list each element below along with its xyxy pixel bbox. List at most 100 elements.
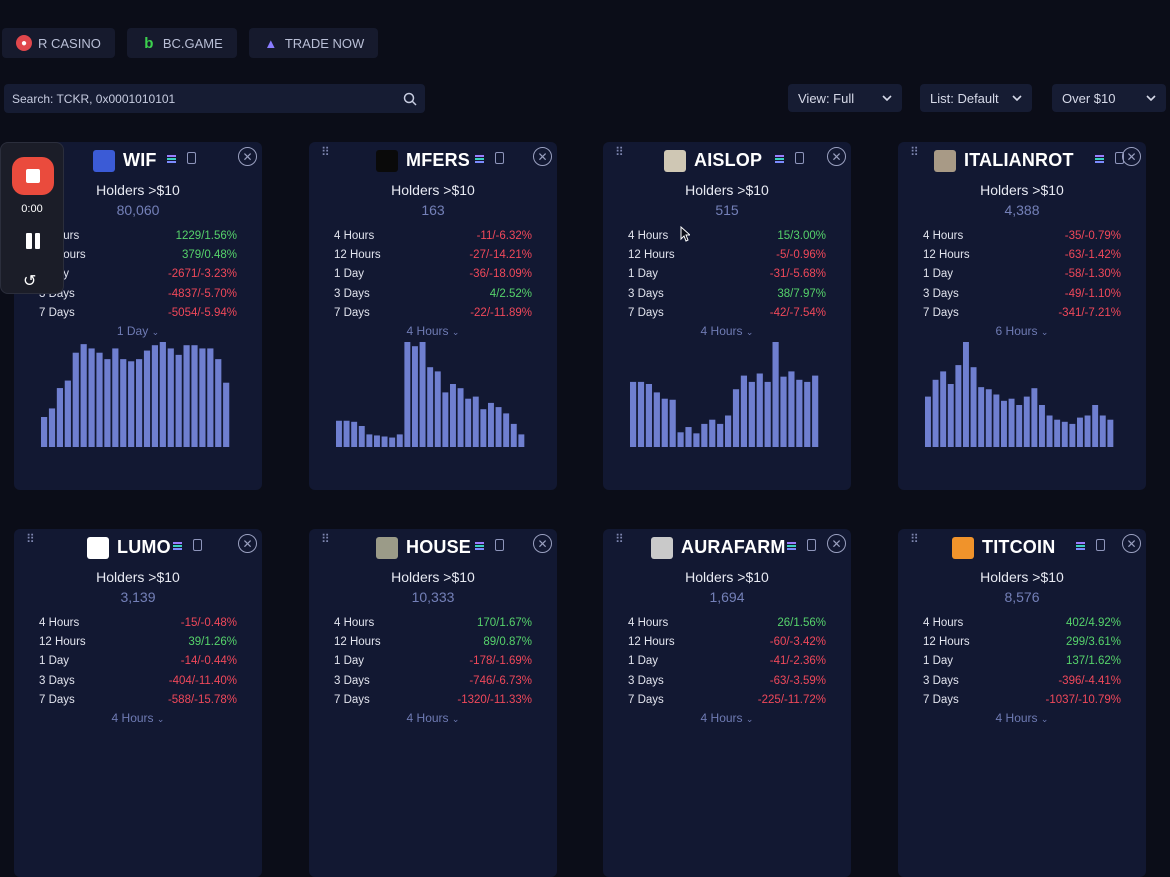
token-name[interactable]: ITALIANROT [964, 150, 1074, 170]
drag-handle-icon[interactable]: ⠿ [615, 145, 625, 159]
holder-change-table: 4 Hours 402/4.92% 12 Hours 299/3.61% 1 D… [923, 613, 1121, 709]
copy-icon[interactable] [1095, 539, 1105, 551]
chart-bar [1054, 419, 1061, 447]
nav-link-bcgame[interactable]: b BC.GAME [126, 28, 237, 58]
drag-handle-icon[interactable]: ⠿ [321, 532, 331, 546]
view-dropdown[interactable]: View: Full [788, 84, 902, 112]
token-name[interactable]: TITCOIN [982, 537, 1056, 557]
stat-row: 3 Days -396/-4.41% [923, 671, 1121, 690]
chart-bar [1084, 415, 1091, 447]
drag-handle-icon[interactable]: ⠿ [910, 532, 920, 546]
bcgame-icon: b [144, 34, 154, 52]
restart-icon[interactable]: ↺ [23, 273, 37, 290]
search-icon[interactable] [403, 92, 417, 106]
drag-handle-icon[interactable]: ⠿ [910, 145, 920, 159]
drag-handle-icon[interactable]: ⠿ [615, 532, 625, 546]
copy-icon[interactable] [494, 152, 504, 164]
copy-icon[interactable] [807, 539, 816, 551]
pause-icon[interactable] [26, 233, 40, 249]
stop-record-button[interactable] [12, 157, 54, 195]
search-input[interactable] [12, 91, 403, 106]
chevron-down-icon: ⌄ [745, 327, 754, 337]
top-nav: ● R CASINO b BC.GAME ▲ TRADE NOW [0, 28, 379, 60]
stat-change: 89/0.87% [483, 635, 532, 648]
stat-row: 12 Hours 39/1.26% [39, 632, 237, 651]
chart-bar [804, 381, 811, 447]
token-name[interactable]: AISLOP [694, 150, 763, 170]
chart-bar [389, 437, 396, 447]
holders-label: Holders >$10 [685, 182, 769, 198]
stat-change: 299/3.61% [1066, 635, 1121, 648]
token-name[interactable]: LUMO [117, 537, 171, 557]
stat-change: -49/-1.10% [1064, 287, 1121, 300]
drag-handle-icon[interactable]: ⠿ [321, 145, 331, 159]
close-icon[interactable]: ✕ [533, 147, 552, 166]
list-dropdown[interactable]: List: Default [920, 84, 1032, 112]
period-selector[interactable]: 4 Hours ⌄ [309, 711, 557, 725]
close-icon[interactable]: ✕ [827, 534, 846, 553]
close-icon[interactable]: ✕ [533, 534, 552, 553]
token-name[interactable]: MFERS [406, 150, 470, 170]
stat-row: 4 Hours 170/1.67% [334, 613, 532, 632]
stat-row: 3 Days -746/-6.73% [334, 671, 532, 690]
close-icon[interactable]: ✕ [1122, 147, 1141, 166]
token-name[interactable]: WIF [123, 150, 157, 170]
chart-bar [56, 388, 64, 447]
stat-period: 3 Days [923, 674, 959, 687]
period-selector[interactable]: 4 Hours ⌄ [309, 324, 557, 338]
stat-row: 12 Hours -63/-1.42% [923, 245, 1121, 264]
holders-label: Holders >$10 [980, 569, 1064, 585]
period-selector[interactable]: 4 Hours ⌄ [603, 324, 851, 338]
chart-bar [427, 367, 434, 447]
period-selector[interactable]: 6 Hours ⌄ [898, 324, 1146, 338]
chart-bar [136, 359, 143, 447]
chart-bar [717, 423, 724, 447]
chart-bar [41, 417, 48, 447]
holders-count: 515 [715, 202, 739, 218]
chevron-down-icon: ⌄ [451, 714, 460, 724]
stat-row: 4 Hours -15/-0.48% [39, 613, 237, 632]
stat-change: -60/-3.42% [769, 635, 826, 648]
chart-bar [336, 420, 342, 447]
stat-row: 1 Day -14/-0.44% [39, 652, 237, 671]
nav-link-trade[interactable]: ▲ TRADE NOW [248, 28, 379, 58]
token-name[interactable]: HOUSE [406, 537, 472, 557]
stat-row: 12 Hours -60/-3.42% [628, 632, 826, 651]
copy-icon[interactable] [795, 152, 804, 164]
close-icon[interactable]: ✕ [238, 147, 257, 166]
nav-link-casino[interactable]: ● R CASINO [2, 28, 115, 58]
stat-change: -341/-7.21% [1058, 306, 1121, 319]
chart-bar [978, 387, 985, 447]
chart-bar [669, 399, 676, 447]
close-icon[interactable]: ✕ [827, 147, 846, 166]
period-selector[interactable]: 1 Day ⌄ [14, 324, 262, 338]
token-name[interactable]: AURAFARM [681, 537, 786, 557]
solana-icon [166, 155, 176, 163]
stat-change: -15/-0.48% [180, 616, 237, 629]
stat-change: -11/-6.32% [476, 229, 532, 242]
chart-bar [442, 392, 449, 447]
close-icon[interactable]: ✕ [1122, 534, 1141, 553]
stat-row: 3 Days 38/7.97% [628, 284, 826, 303]
solana-icon [787, 542, 796, 550]
threshold-dropdown[interactable]: Over $10 [1052, 84, 1166, 112]
chart-bar [725, 415, 732, 447]
period-selector[interactable]: 4 Hours ⌄ [898, 711, 1146, 725]
stat-row: 4 Hours 1229/1.56% [39, 226, 237, 245]
copy-icon[interactable] [193, 539, 202, 551]
copy-icon[interactable] [494, 539, 504, 551]
chart-bar [748, 381, 755, 447]
close-icon[interactable]: ✕ [238, 534, 257, 553]
period-selector[interactable]: 4 Hours ⌄ [14, 711, 262, 725]
copy-icon[interactable] [186, 152, 196, 164]
stat-row: 12 Hours -27/-14.21% [334, 245, 532, 264]
holder-change-table: 4 Hours -35/-0.79% 12 Hours -63/-1.42% 1… [923, 226, 1121, 322]
period-selector[interactable]: 4 Hours ⌄ [603, 711, 851, 725]
stat-row: 1 Day 137/1.62% [923, 652, 1121, 671]
stat-row: 1 Day -178/-1.69% [334, 652, 532, 671]
drag-handle-icon[interactable]: ⠿ [26, 532, 36, 546]
stat-period: 7 Days [923, 693, 959, 706]
stat-change: -1037/-10.79% [1045, 693, 1121, 706]
period-value: 4 Hours [111, 711, 154, 725]
stat-change: -178/-1.69% [469, 655, 532, 668]
